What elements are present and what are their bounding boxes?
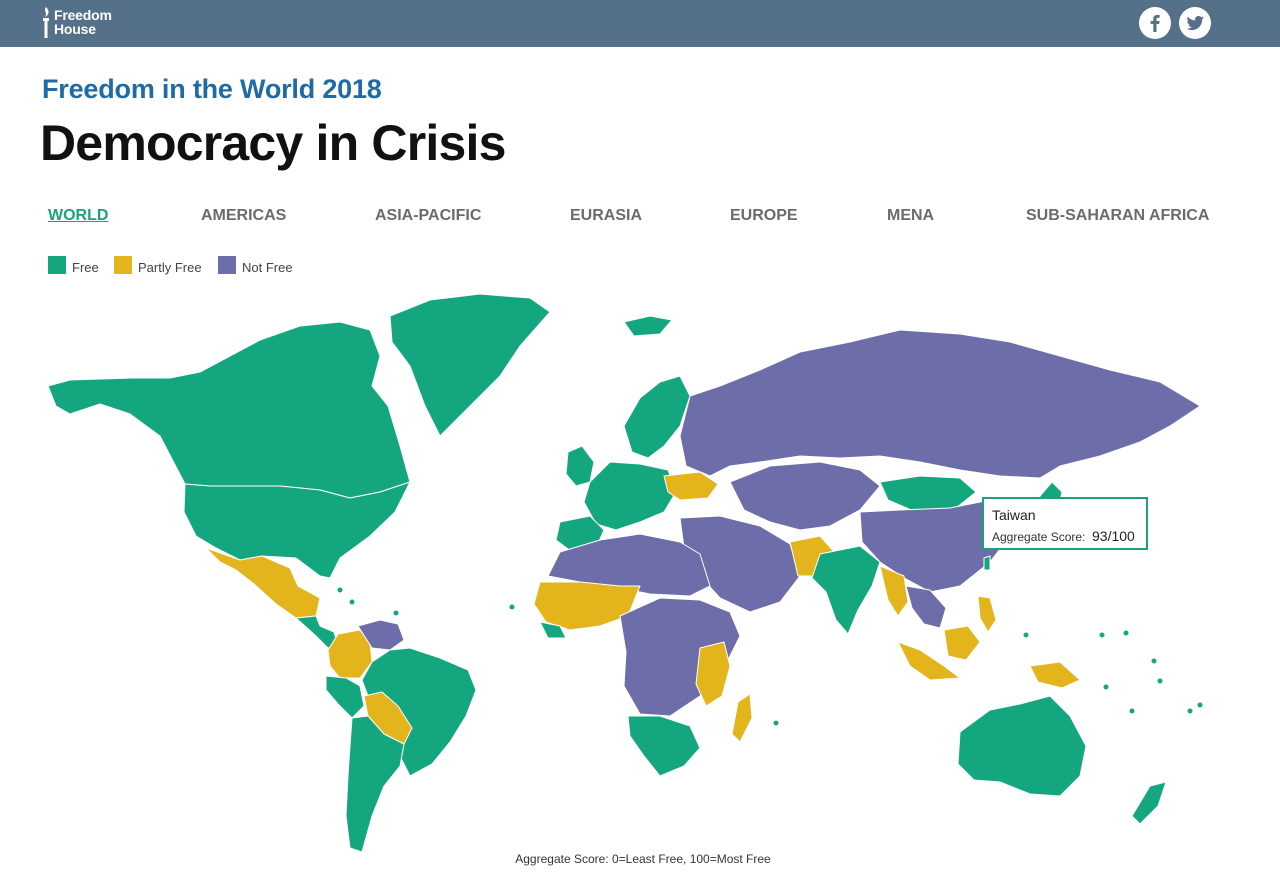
region-myanmar[interactable] xyxy=(879,565,909,617)
tab-sub-saharan-africa[interactable]: SUB-SAHARAN AFRICA xyxy=(1026,207,1210,224)
region-scandinavia[interactable] xyxy=(623,375,691,459)
region-central-asia[interactable] xyxy=(729,461,881,531)
region-indochina[interactable] xyxy=(905,585,947,629)
legend-label-partly-free: Partly Free xyxy=(138,260,202,275)
region-philippines[interactable] xyxy=(977,595,997,633)
world-map xyxy=(47,293,1203,852)
region-russia[interactable] xyxy=(679,329,1201,479)
facebook-icon xyxy=(1150,14,1160,32)
region-uk-ireland[interactable] xyxy=(565,445,595,487)
tab-mena[interactable]: MENA xyxy=(887,207,935,224)
region-indonesia-west[interactable] xyxy=(897,641,961,681)
region-new-zealand[interactable] xyxy=(1131,781,1167,825)
region-greenland[interactable] xyxy=(389,293,551,437)
region-venezuela[interactable] xyxy=(357,619,405,651)
region-sahel[interactable] xyxy=(533,581,641,631)
legend-label-free: Free xyxy=(72,260,99,275)
region-west-africa-coast[interactable] xyxy=(539,621,567,639)
tab-world[interactable]: WORLD xyxy=(48,207,109,224)
legend-swatch-free xyxy=(48,256,66,274)
report-kicker: Freedom in the World 2018 xyxy=(42,74,382,104)
twitter-button[interactable] xyxy=(1179,7,1211,39)
tab-americas[interactable]: AMERICAS xyxy=(201,207,287,224)
region-usa[interactable] xyxy=(183,481,411,579)
region-australia[interactable] xyxy=(957,695,1087,797)
region-mongolia[interactable] xyxy=(879,475,977,513)
region-india[interactable] xyxy=(811,545,881,635)
region-tabs: WORLD AMERICAS ASIA-PACIFIC EURASIA EURO… xyxy=(0,207,1280,233)
torch-icon xyxy=(43,7,49,38)
legend-label-not-free: Not Free xyxy=(242,260,293,275)
logo-line-1: Freedom xyxy=(54,7,112,23)
region-southern-africa[interactable] xyxy=(627,715,701,777)
facebook-button[interactable] xyxy=(1139,7,1171,39)
region-canada[interactable] xyxy=(47,321,411,499)
region-east-africa[interactable] xyxy=(695,641,731,707)
tooltip-score-label: Aggregate Score: xyxy=(992,530,1086,544)
region-southern-cone[interactable] xyxy=(345,715,405,852)
region-peru[interactable] xyxy=(325,675,365,719)
twitter-icon xyxy=(1186,16,1204,31)
tab-eurasia[interactable]: EURASIA xyxy=(570,207,643,224)
tab-asia-pacific[interactable]: ASIA-PACIFIC xyxy=(375,207,482,224)
tooltip-score-value: 93/100 xyxy=(1092,528,1135,544)
region-iceland[interactable] xyxy=(623,315,673,337)
tooltip-country-name: Taiwan xyxy=(992,507,1036,523)
region-madagascar[interactable] xyxy=(731,693,753,743)
small-island-markers xyxy=(337,587,1203,726)
region-taiwan[interactable] xyxy=(983,555,991,571)
region-new-guinea[interactable] xyxy=(1029,661,1081,689)
freedom-house-logo[interactable]: Freedom House xyxy=(40,4,130,42)
logo-line-2: House xyxy=(54,21,96,37)
region-western-europe[interactable] xyxy=(583,461,677,531)
tab-europe[interactable]: EUROPE xyxy=(730,207,798,224)
country-tooltip: Taiwan Aggregate Score: 93/100 xyxy=(982,497,1148,550)
legend-swatch-partly-free xyxy=(114,256,132,274)
score-scale-note: Aggregate Score: 0=Least Free, 100=Most … xyxy=(515,852,771,866)
legend-swatch-not-free xyxy=(218,256,236,274)
page-title: Democracy in Crisis xyxy=(40,115,506,171)
region-borneo[interactable] xyxy=(943,625,981,661)
top-bar: Freedom House xyxy=(0,0,1280,47)
region-north-africa[interactable] xyxy=(547,533,711,597)
